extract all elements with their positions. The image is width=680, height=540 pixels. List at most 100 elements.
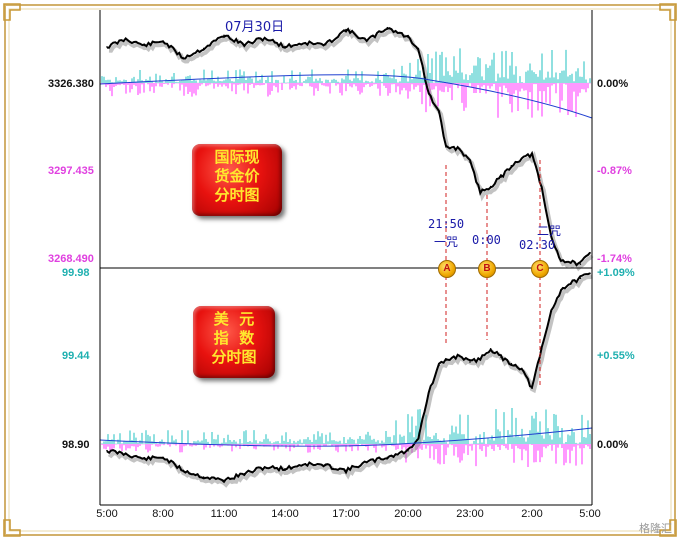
- gold-point-5: [202, 47, 205, 50]
- gold-point-16: [417, 47, 420, 50]
- usd-point-28: [540, 348, 543, 350]
- usd-point-6: [223, 479, 225, 482]
- gold-point-24: [500, 176, 502, 178]
- usd-point-19: [445, 359, 447, 362]
- usd-price-line: [106, 272, 591, 484]
- usd-point-18: [438, 364, 440, 367]
- gold-point-3: [162, 40, 164, 42]
- gold-point-4: [182, 57, 185, 59]
- usd-point-9: [284, 467, 286, 470]
- gold-avg-line: [99, 74, 593, 119]
- usd-point-10: [304, 463, 307, 465]
- gold-point-27: [531, 153, 533, 156]
- gold-point-29: [550, 236, 553, 239]
- usd-badge-line-3: 分时图: [211, 348, 257, 366]
- gold-point-28: [540, 187, 543, 190]
- usd-point-12: [345, 469, 347, 472]
- usd-ytick-right-2: 0.00%: [597, 439, 629, 451]
- usd-point-22: [479, 357, 482, 360]
- usd-point-32: [579, 277, 582, 280]
- gold-point-0: [106, 46, 108, 48]
- usd-point-0: [106, 449, 108, 452]
- xtick-5: 20:00: [394, 508, 422, 520]
- gold-point-8: [263, 37, 266, 39]
- usd-point-3: [162, 456, 164, 459]
- gold-ytick-1: 3297.435: [48, 165, 94, 177]
- usd-point-7: [243, 472, 246, 475]
- usd-point-31: [569, 282, 572, 284]
- usd-point-26: [520, 367, 523, 370]
- usd-point-30: [560, 288, 562, 291]
- gold-point-10: [304, 42, 307, 44]
- marker-a-time: 21:50: [428, 217, 465, 231]
- gold-point-9: [284, 45, 286, 48]
- marker-c-time: 02:30: [519, 238, 556, 252]
- gold-line-shadow: [108, 28, 594, 272]
- gold-point-19: [445, 146, 447, 148]
- gold-ytick-right-1: -0.87%: [597, 165, 632, 177]
- gold-ytick-right-0: 0.00%: [597, 78, 629, 90]
- gold-point-31: [569, 261, 572, 263]
- marker-c-note: 二咒: [537, 224, 562, 238]
- gold-ytick-0: 3326.380: [48, 78, 94, 90]
- usd-point-25: [510, 362, 513, 365]
- usd-point-21: [469, 361, 471, 363]
- gold-point-21: [469, 161, 471, 163]
- gold-point-12: [345, 28, 347, 31]
- usd-point-14: [386, 456, 389, 459]
- usd-point-11: [324, 464, 327, 467]
- gold-point-13: [365, 40, 368, 42]
- gold-point-23: [489, 185, 492, 188]
- gold-badge-line-3: 分时图: [214, 186, 260, 204]
- usd-line-shadow: [107, 274, 593, 488]
- gold-point-11: [324, 43, 327, 46]
- usd-point-17: [427, 392, 430, 395]
- gold-badge-line-1: 国际现: [214, 148, 260, 166]
- usd-point-24: [500, 356, 502, 358]
- gold-point-30: [560, 259, 562, 262]
- gold-point-26: [520, 157, 523, 159]
- usd-point-1: [124, 453, 127, 455]
- gold-point-1: [124, 38, 127, 40]
- usd-badge-line-2: 指 数: [213, 329, 255, 347]
- usd-point-15: [407, 449, 409, 452]
- gold-ytick-right-2: -1.74%: [597, 253, 632, 265]
- usd-point-23: [489, 348, 492, 350]
- gold-point-22: [479, 191, 482, 194]
- gold-point-6: [223, 34, 225, 37]
- marker-c: C: [531, 260, 549, 278]
- gold-point-15: [407, 36, 409, 38]
- usd-point-2: [143, 458, 146, 460]
- gold-ytick-2: 3268.490: [48, 253, 94, 265]
- xtick-7: 2:00: [521, 508, 543, 520]
- usd-point-33: [589, 272, 591, 275]
- marker-b-time: 0:00: [472, 233, 501, 247]
- xtick-0: 5:00: [96, 508, 118, 520]
- gold-badge: 国际现 货金价 分时图: [192, 144, 282, 216]
- gold-point-2: [143, 44, 146, 47]
- watermark: 格隆汇: [639, 522, 672, 535]
- usd-point-29: [550, 310, 553, 312]
- marker-b: B: [478, 260, 496, 278]
- gold-point-32: [579, 263, 582, 265]
- usd-ytick-2: 98.90: [62, 439, 90, 451]
- gold-point-20: [458, 147, 461, 150]
- gold-point-7: [243, 43, 246, 46]
- gold-point-17: [427, 93, 430, 95]
- xtick-3: 14:00: [271, 508, 299, 520]
- xtick-2: 11:00: [210, 508, 238, 520]
- usd-point-27: [531, 387, 533, 390]
- usd-ytick-right-1: +0.55%: [597, 350, 635, 362]
- marker-a: A: [438, 260, 456, 278]
- usd-point-16: [417, 436, 420, 439]
- usd-badge: 美 元 指 数 分时图: [193, 306, 275, 378]
- usd-point-4: [182, 469, 185, 472]
- gold-price-line: [106, 27, 591, 267]
- usd-ytick-right-0: +1.09%: [597, 267, 635, 279]
- gold-point-25: [510, 164, 513, 167]
- xtick-1: 8:00: [152, 508, 174, 520]
- marker-a-note: 一咒: [434, 235, 459, 249]
- chart-title: 07月30日: [225, 20, 285, 35]
